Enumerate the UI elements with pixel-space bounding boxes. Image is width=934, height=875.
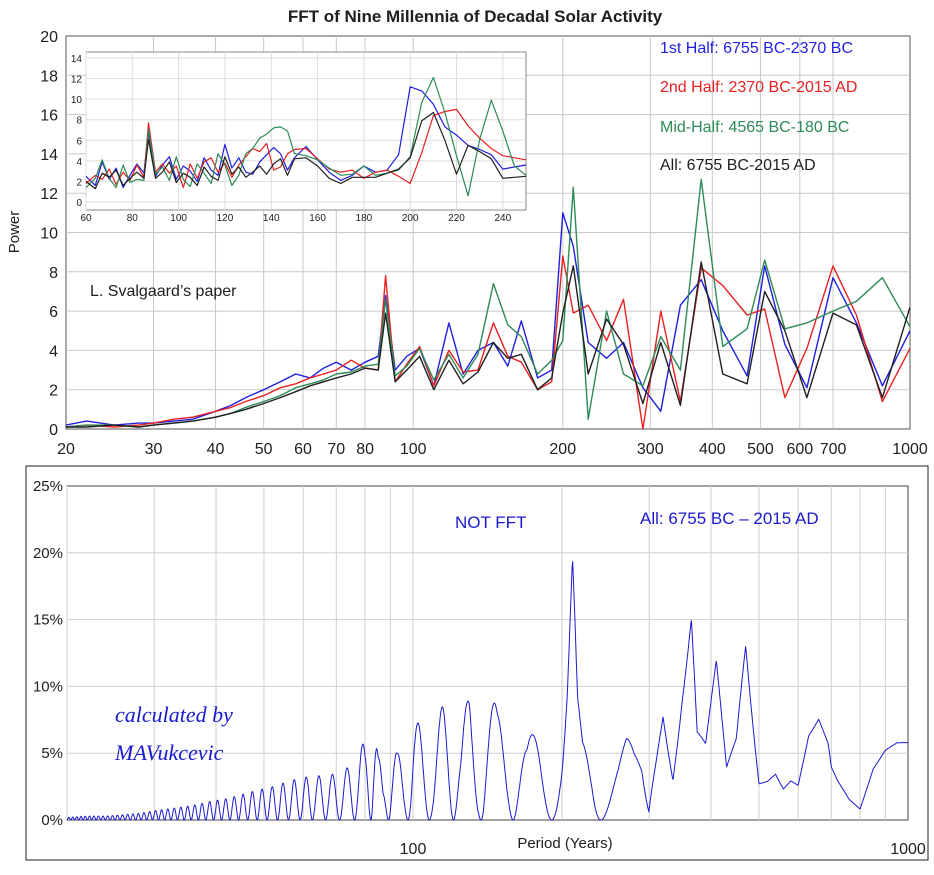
inset-y-tick-label: 8 [76, 116, 82, 127]
series-line-2 [65, 255, 911, 430]
y-tick-label: 20 [40, 29, 58, 46]
legend: 1st Half: 6755 BC-2370 BC 2nd Half: 2370 … [660, 40, 857, 174]
y-tick-label: 10% [33, 678, 63, 695]
inset-x-tick-label: 80 [127, 213, 139, 224]
x-axis-label: Period (Years) [517, 835, 612, 852]
inset-y-tick-label: 6 [76, 136, 82, 147]
inset-x-tick-label: 160 [309, 213, 326, 224]
chart-title: FFT of Nine Millennia of Decadal Solar A… [288, 7, 663, 26]
series-line-all [66, 561, 908, 821]
x-axis-ticks: 20 30 40 50 60 70 80 100 200 300 400 500 600 700 1000 [57, 441, 928, 458]
y-tick-label: 12 [40, 186, 58, 203]
inset-x-tick-label: 220 [448, 213, 465, 224]
x-tick-label: 50 [255, 441, 273, 458]
y-tick-label: 20% [33, 545, 63, 562]
y-tick-label: 4 [49, 343, 58, 360]
x-tick-label: 300 [637, 441, 664, 458]
x-tick-label: 60 [294, 441, 312, 458]
y-tick-label: 5% [41, 745, 63, 762]
inset-y-tick-label: 10 [71, 95, 83, 106]
x-tick-label: 500 [747, 441, 774, 458]
y-tick-label: 10 [40, 226, 58, 243]
y-axis-label: Power [6, 211, 23, 254]
inset-x-tick-label: 60 [80, 213, 92, 224]
inset-x-tick-label: 140 [263, 213, 280, 224]
y-tick-label: 15% [33, 612, 63, 629]
y-tick-label: 25% [33, 478, 63, 495]
y-axis-ticks: 0 2 4 6 8 10 12 14 16 18 20 [40, 29, 58, 439]
legend-entry-2: 2nd Half: 2370 BC-2015 AD [660, 79, 857, 96]
x-tick-label: 100 [400, 841, 427, 858]
y-tick-label: 0% [41, 812, 63, 829]
x-tick-label: 700 [820, 441, 847, 458]
y-tick-label: 18 [40, 68, 58, 85]
inset-y-tick-label: 0 [76, 198, 82, 209]
annotation-svalgaard: L. Svalgaard’s paper [90, 283, 237, 300]
x-tick-label: 80 [356, 441, 374, 458]
y-tick-label: 14 [40, 147, 58, 164]
series-line-bottom [66, 561, 908, 821]
y-tick-label: 2 [49, 383, 58, 400]
inset-x-tick-label: 100 [170, 213, 187, 224]
inset-series-lines [85, 76, 527, 197]
legend-entry-1: 1st Half: 6755 BC-2370 BC [660, 40, 853, 57]
y-tick-label: 8 [49, 265, 58, 282]
inset-x-tick-label: 180 [356, 213, 373, 224]
inset-chart: 0 2 4 6 8 10 12 14 60 80 100 120 140 160 180 200 220 240 [71, 51, 527, 224]
annotation-not-fft: NOT FFT [455, 513, 526, 532]
inset-x-tick-label: 240 [494, 213, 511, 224]
inset-x-tick-label: 200 [402, 213, 419, 224]
x-tick-label: 20 [57, 441, 75, 458]
inset-x-tick-label: 120 [217, 213, 234, 224]
inset-y-tick-label: 2 [76, 177, 82, 188]
annotation-author: MAVukcevic [114, 740, 224, 765]
x-tick-label: 600 [786, 441, 813, 458]
inset-x-ticks: 60 80 100 120 140 160 180 200 220 240 [80, 213, 511, 224]
x-tick-label: 70 [327, 441, 345, 458]
inset-y-tick-label: 12 [71, 75, 83, 86]
y-tick-label: 6 [49, 304, 58, 321]
x-tick-label: 400 [699, 441, 726, 458]
annotation-all-range: All: 6755 BC – 2015 AD [640, 509, 819, 528]
inset-y-ticks: 0 2 4 6 8 10 12 14 [71, 54, 83, 209]
legend-entry-4: All: 6755 BC-2015 AD [660, 157, 816, 174]
plot-area-bottom [66, 485, 909, 821]
series-lines [65, 178, 911, 430]
inset-y-tick-label: 14 [71, 54, 83, 65]
x-tick-label: 30 [145, 441, 163, 458]
x-axis-ticks-bottom: 100 1000 [400, 841, 926, 858]
inset-frame [85, 51, 527, 211]
inset-y-tick-label: 4 [76, 157, 82, 168]
series-line-4 [66, 261, 911, 428]
x-tick-label: 1000 [892, 441, 928, 458]
x-tick-label: 1000 [890, 841, 926, 858]
legend-entry-3: Mid-Half: 4565 BC-180 BC [660, 119, 849, 136]
x-tick-label: 200 [549, 441, 576, 458]
fft-chart: FFT of Nine Millennia of Decadal Solar A… [6, 7, 928, 458]
annotation-calculated-by: calculated by [115, 702, 233, 727]
x-tick-label: 40 [207, 441, 225, 458]
y-tick-label: 16 [40, 108, 58, 125]
inset-series-line-4 [85, 111, 527, 190]
not-fft-chart: 0%5%10%15%20%25% 100 1000 Period (Years) … [25, 465, 929, 861]
y-tick-label: 0 [49, 422, 58, 439]
y-axis-ticks-bottom: 0% 5% 10% 15% 20% 25% [33, 478, 63, 829]
x-tick-label: 100 [400, 441, 427, 458]
